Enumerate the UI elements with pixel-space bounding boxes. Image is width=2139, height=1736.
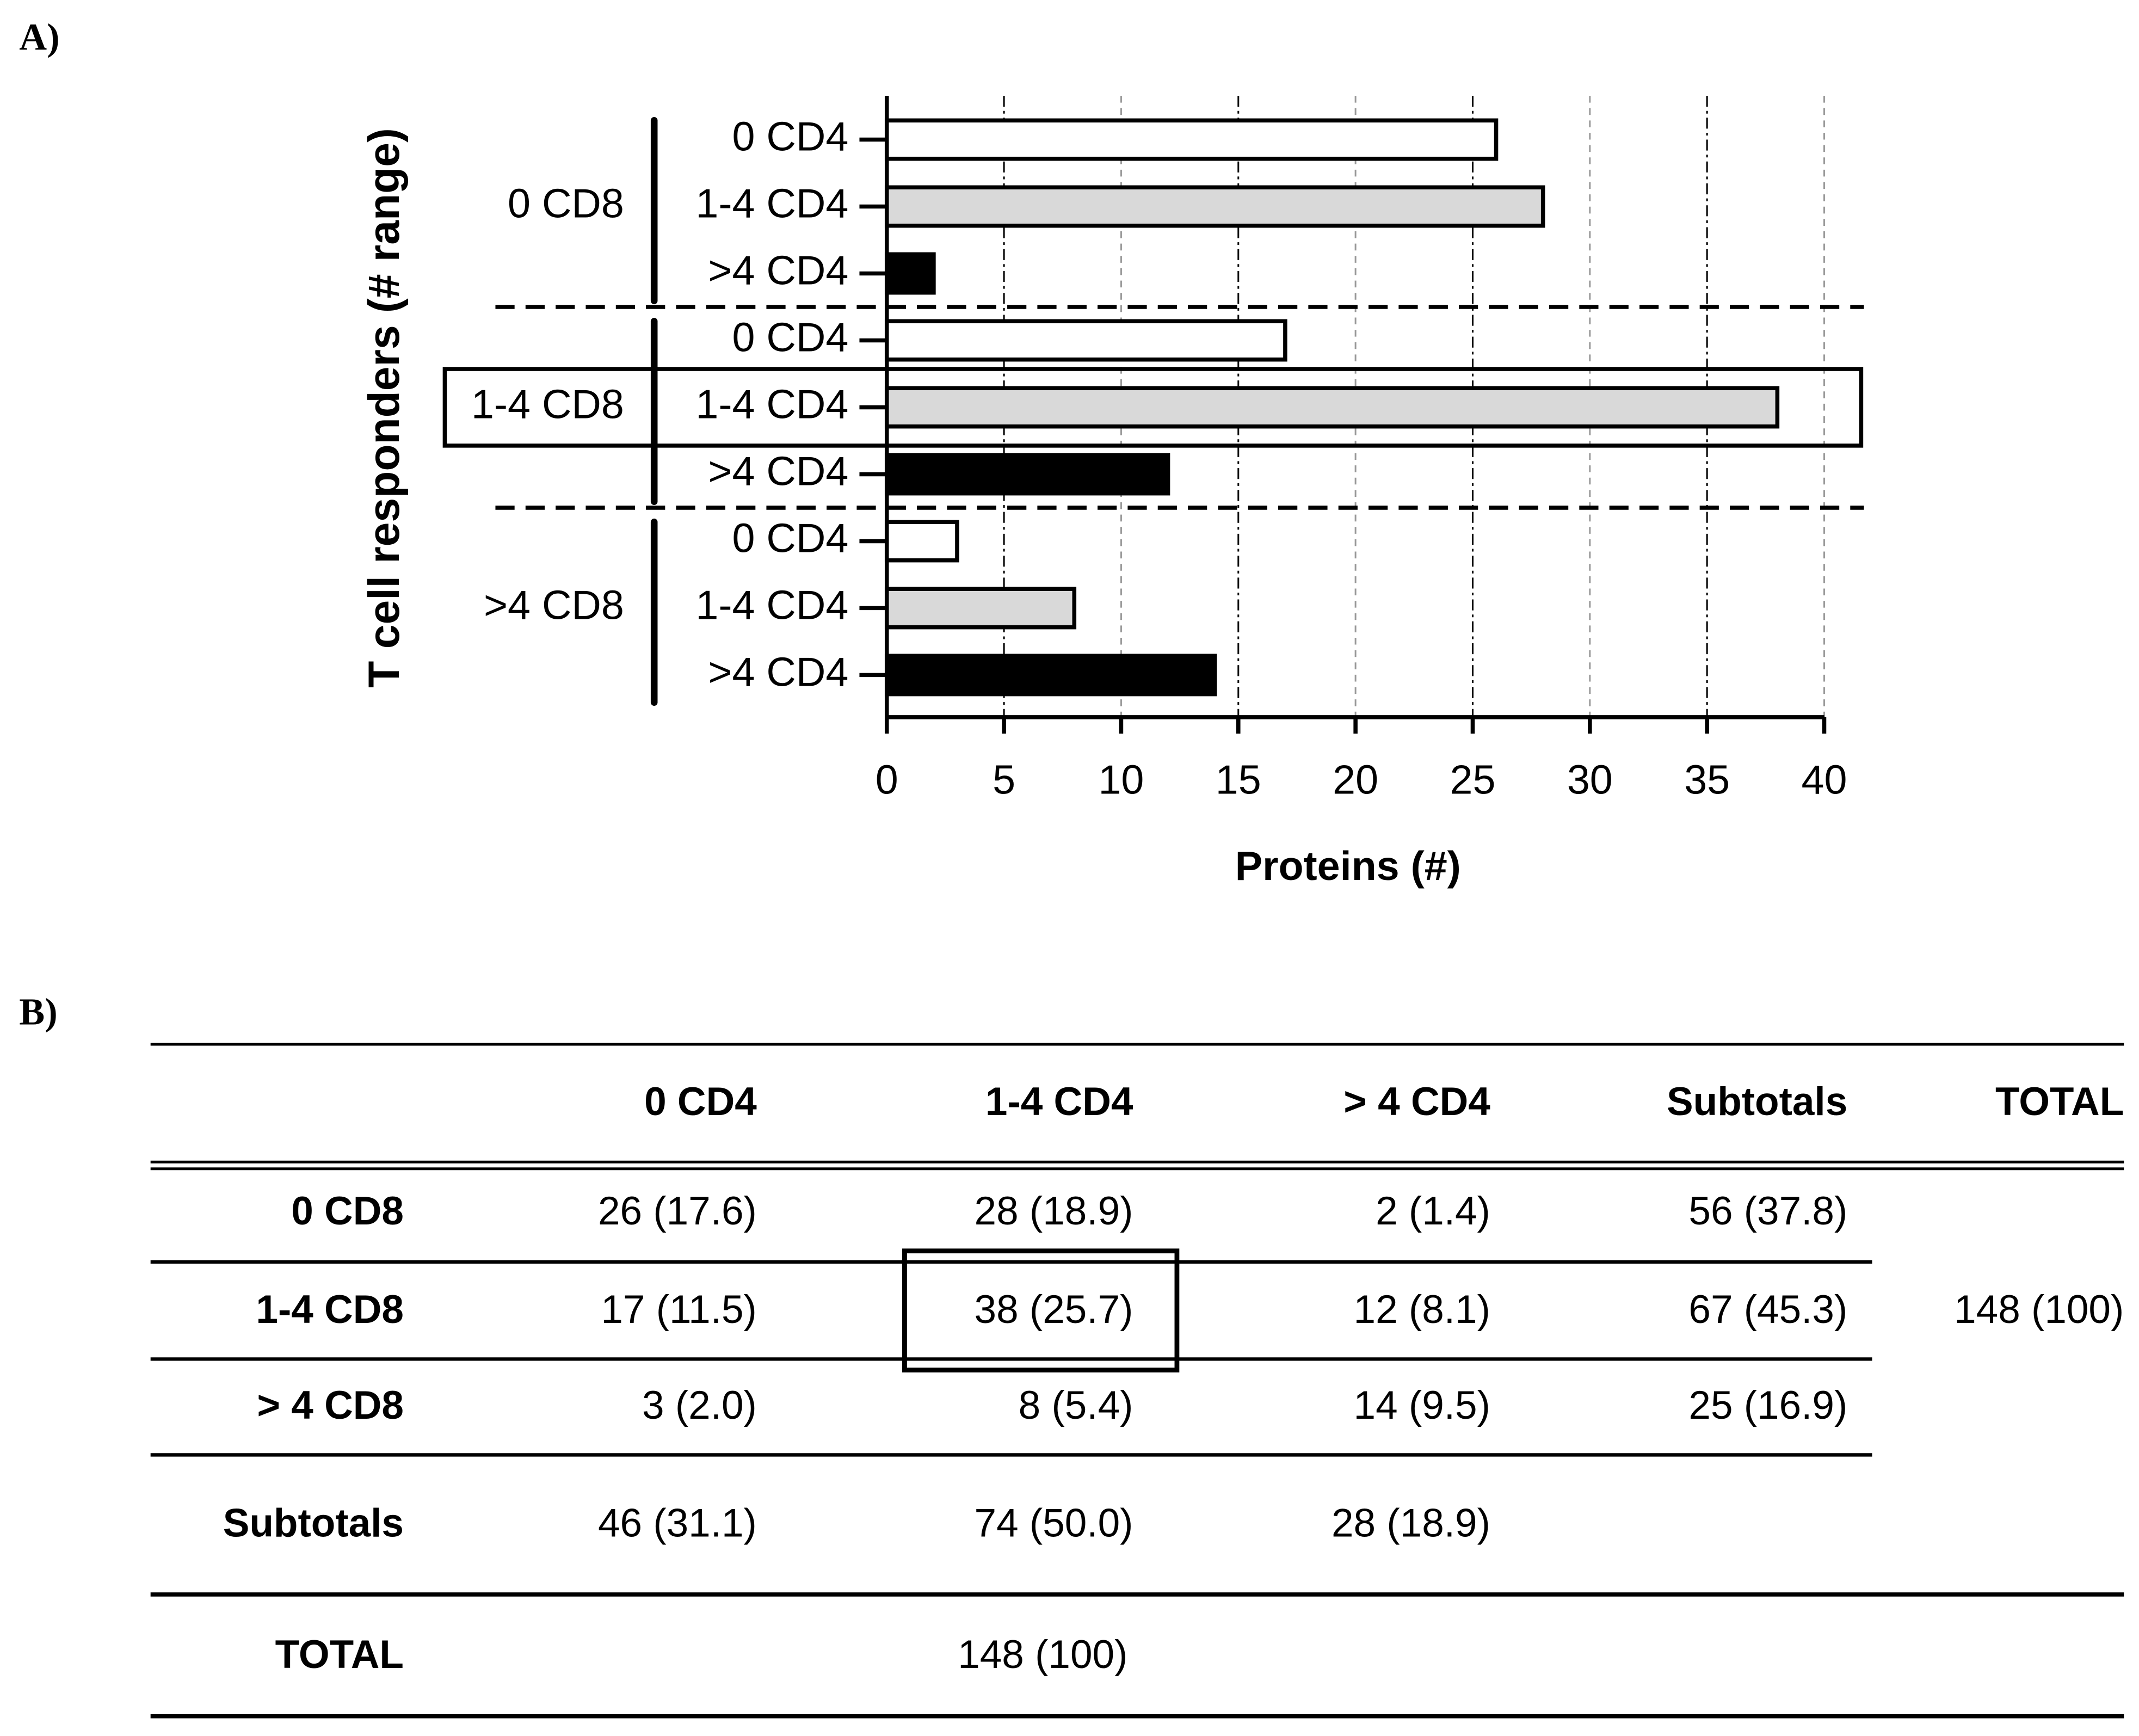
column-header: Subtotals <box>1667 1080 1847 1124</box>
group-label: 0 CD8 <box>508 180 624 226</box>
x-tick-label: 25 <box>1450 756 1496 802</box>
table-cell: 67 (45.3) <box>1688 1288 1847 1332</box>
table-cell: 74 (50.0) <box>975 1501 1133 1545</box>
table-cell: 28 (18.9) <box>1332 1501 1490 1545</box>
group-label: 1-4 CD8 <box>471 381 624 427</box>
x-tick-label: 35 <box>1684 756 1730 802</box>
y-tick-label: >4 CD4 <box>708 448 848 494</box>
y-tick-label: 0 CD4 <box>732 113 849 159</box>
table-cell: 14 (9.5) <box>1354 1383 1490 1427</box>
bar <box>884 252 936 295</box>
bar <box>884 587 1077 630</box>
x-tick-label: 0 <box>876 756 898 802</box>
table-cell: 28 (18.9) <box>975 1189 1133 1233</box>
x-tick-label: 15 <box>1216 756 1261 802</box>
table-cell: 148 (100) <box>958 1633 1127 1677</box>
x-tick-label: 30 <box>1567 756 1613 802</box>
table-cell: 56 (37.8) <box>1688 1189 1847 1233</box>
row-header: 0 CD8 <box>291 1189 404 1233</box>
row-header: Subtotals <box>223 1501 404 1545</box>
x-tick-label: 40 <box>1802 756 1847 802</box>
y-tick-label: 0 CD4 <box>732 314 849 360</box>
group-label: >4 CD8 <box>484 582 624 627</box>
table-cell: 26 (17.6) <box>598 1189 757 1233</box>
table-cell: 25 (16.9) <box>1688 1383 1847 1427</box>
x-tick-label: 5 <box>993 756 1015 802</box>
bar <box>884 118 1499 161</box>
panel-label: A) <box>19 16 59 59</box>
x-tick-label: 20 <box>1333 756 1378 802</box>
y-tick-label: >4 CD4 <box>708 247 848 293</box>
row-header: TOTAL <box>275 1633 404 1677</box>
table-cell: 17 (11.5) <box>601 1288 756 1332</box>
table-cell: 8 (5.4) <box>1019 1383 1133 1427</box>
column-header: TOTAL <box>1995 1080 2124 1124</box>
x-axis-title: Proteins (#) <box>1235 843 1461 889</box>
column-header: 0 CD4 <box>644 1080 757 1124</box>
bar <box>884 185 1545 228</box>
y-tick-label: 0 CD4 <box>732 515 849 561</box>
table-cell: 148 (100) <box>1954 1288 2124 1332</box>
y-tick-label: 1-4 CD4 <box>695 582 848 627</box>
bar <box>884 386 1780 429</box>
panel-label: B) <box>19 990 57 1033</box>
row-header: > 4 CD8 <box>257 1383 404 1427</box>
bar <box>884 520 959 563</box>
table-cell: 46 (31.1) <box>598 1501 757 1545</box>
y-axis-title: T cell responders (# range) <box>360 128 409 688</box>
table-cell: 2 (1.4) <box>1376 1189 1490 1233</box>
table-cell: 3 (2.0) <box>642 1383 757 1427</box>
table-cell: 12 (8.1) <box>1354 1288 1490 1332</box>
bar <box>884 453 1170 496</box>
column-header: > 4 CD4 <box>1343 1080 1490 1124</box>
column-header: 1-4 CD4 <box>985 1080 1133 1124</box>
bar <box>884 654 1217 697</box>
row-header: 1-4 CD8 <box>256 1288 404 1332</box>
highlight-box <box>902 1248 1180 1372</box>
table-cell: 38 (25.7) <box>975 1288 1133 1332</box>
y-tick-label: 1-4 CD4 <box>695 381 848 427</box>
y-tick-label: 1-4 CD4 <box>695 180 848 226</box>
x-tick-label: 10 <box>1098 756 1144 802</box>
y-tick-label: >4 CD4 <box>708 649 848 694</box>
highlight-box <box>442 367 1864 448</box>
bar <box>884 319 1287 362</box>
